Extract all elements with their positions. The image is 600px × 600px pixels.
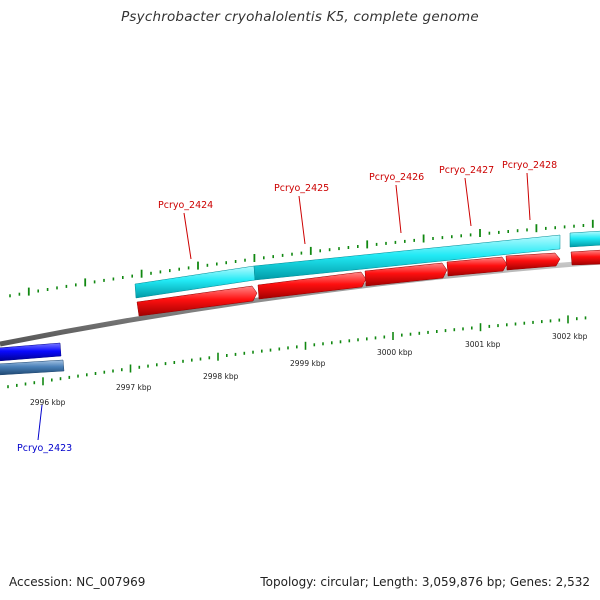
- gene-leader-line: [395, 184, 402, 234]
- cds-arrow-pcryo-2426[interactable]: [364, 262, 448, 287]
- cds-arrow-pcryo-2427[interactable]: [446, 256, 508, 277]
- tick-label: 3002 kbp: [552, 332, 588, 341]
- gene-name-text[interactable]: Pcryo_2424: [158, 200, 213, 211]
- map-title: Psychrobacter cryohalolentis K5, complet…: [121, 9, 479, 25]
- gene-leader-line: [298, 195, 306, 245]
- gene-leader-line: [37, 404, 43, 441]
- gene-name-text[interactable]: Pcryo_2427: [439, 165, 494, 176]
- gene-label-pcryo-2428[interactable]: Pcryo_2428: [502, 160, 557, 221]
- cds-arrow-pcryo-2423[interactable]: [0, 342, 62, 362]
- gene-name-text[interactable]: Pcryo_2426: [369, 172, 424, 183]
- outer-tick-dots: [9, 219, 594, 298]
- feature-pcryo-2427[interactable]: [446, 256, 508, 277]
- genome-summary-text: Topology: circular; Length: 3,059,876 bp…: [260, 575, 590, 589]
- accession-text: Accession: NC_007969: [9, 575, 146, 589]
- feature-pcryo-2423[interactable]: [0, 342, 65, 376]
- gene-label-pcryo-2424[interactable]: Pcryo_2424: [158, 200, 213, 260]
- gene-label-pcryo-2423[interactable]: Pcryo_2423: [17, 404, 72, 454]
- gene-features[interactable]: [0, 230, 600, 376]
- inner-tick-dots: [7, 315, 587, 389]
- feature-pcryo-2428[interactable]: [505, 252, 561, 271]
- feature-pcryo-2426[interactable]: [364, 262, 448, 287]
- tick-labels: 2996 kbp 2997 kbp 2998 kbp 2999 kbp 3000 kbp…: [30, 332, 588, 407]
- tick-label: 2997 kbp: [116, 383, 152, 392]
- feature-next-gene[interactable]: [569, 230, 600, 266]
- gene-label-pcryo-2427[interactable]: Pcryo_2427: [439, 165, 494, 227]
- gene-name-text[interactable]: Pcryo_2425: [274, 183, 329, 194]
- gene-label-pcryo-2425[interactable]: Pcryo_2425: [274, 183, 329, 245]
- tick-label: 3001 kbp: [465, 340, 501, 349]
- tick-label: 2996 kbp: [30, 398, 66, 407]
- tick-label: 2998 kbp: [203, 372, 239, 381]
- gene-bar-next[interactable]: [569, 230, 600, 248]
- gene-bar-pcryo-2423[interactable]: [0, 359, 65, 376]
- tick-label: 3000 kbp: [377, 348, 413, 357]
- feature-pcryo-2425[interactable]: [253, 234, 561, 300]
- cds-arrow-pcryo-2428[interactable]: [505, 252, 561, 271]
- cds-arrow-pcryo-2424[interactable]: [136, 285, 258, 317]
- gene-name-text[interactable]: Pcryo_2428: [502, 160, 557, 171]
- gene-leader-line: [183, 212, 192, 260]
- tick-label: 2999 kbp: [290, 359, 326, 368]
- cds-arrow-pcryo-2425[interactable]: [257, 271, 367, 300]
- gene-leader-line: [464, 177, 472, 227]
- feature-pcryo-2424[interactable]: [134, 265, 258, 317]
- gene-leader-line: [526, 172, 531, 221]
- gene-label-pcryo-2426[interactable]: Pcryo_2426: [369, 172, 424, 234]
- gene-bar-pcryo-2425[interactable]: [253, 234, 561, 281]
- gene-labels[interactable]: Pcryo_2423 Pcryo_2424 Pcryo_2425 Pcryo_2426…: [17, 160, 557, 454]
- cds-arrow-next[interactable]: [570, 249, 600, 266]
- gene-name-text[interactable]: Pcryo_2423: [17, 443, 72, 454]
